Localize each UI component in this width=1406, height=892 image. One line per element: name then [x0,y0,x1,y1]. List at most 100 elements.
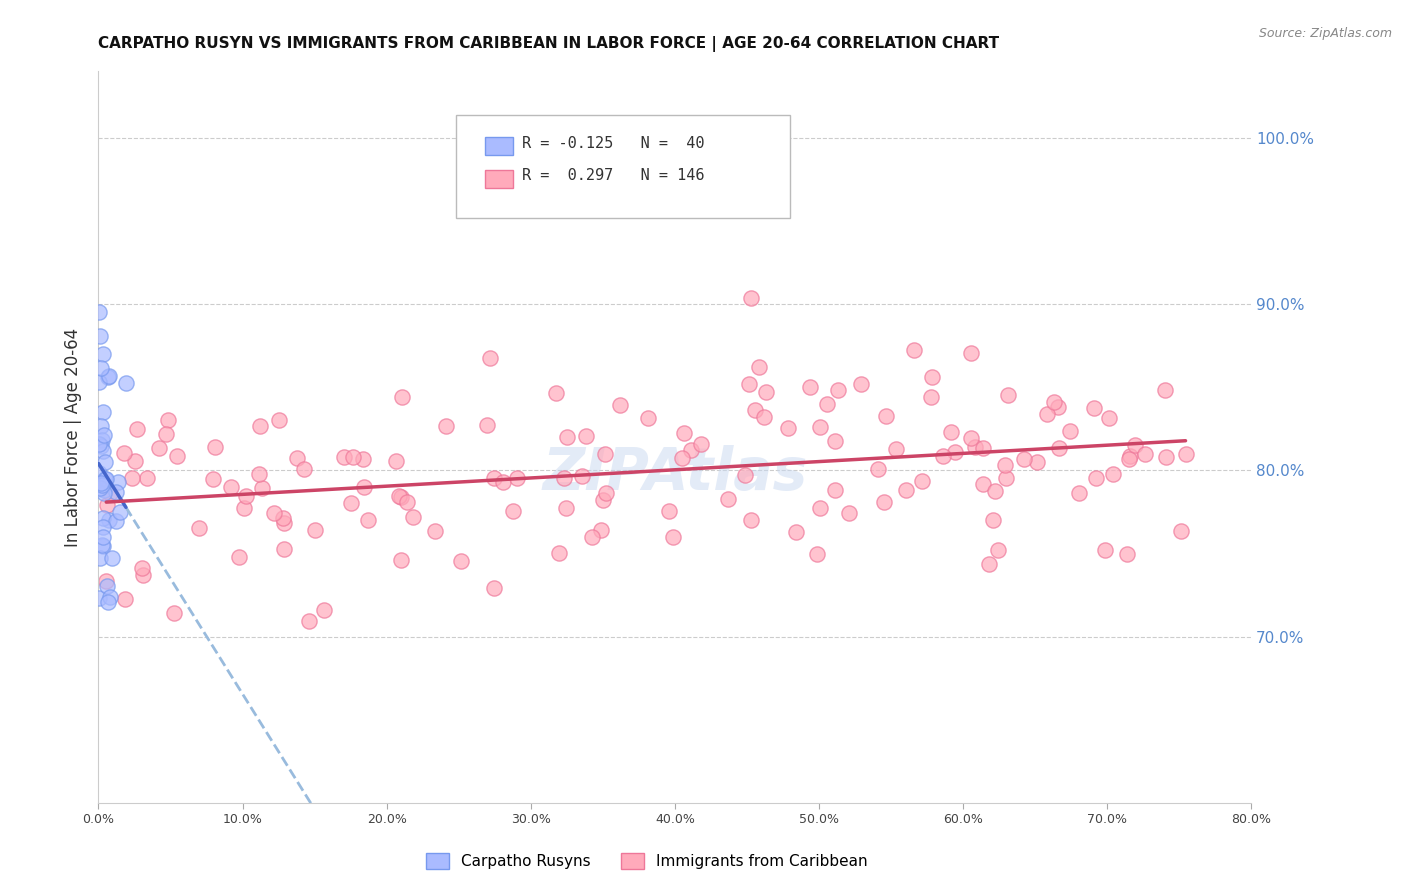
Point [1133,447,1156,461]
Point [235,489,257,503]
Point [132,567,155,582]
Point [595,486,617,500]
Point [785,525,807,540]
Point [249,419,271,434]
Point [717,492,740,507]
Point [100,550,122,565]
Point [1014,451,1036,466]
Point [875,409,897,424]
Point [90,537,112,551]
Point [89,481,111,495]
Point [304,523,326,537]
Point [977,557,1000,571]
Point [104,514,127,528]
Point [1047,441,1070,455]
Point [581,530,603,544]
Point [1046,400,1069,414]
Point [271,511,294,525]
Point [972,441,994,455]
Point [824,483,846,497]
Point [93,455,115,469]
Point [815,397,838,411]
Point [1119,449,1142,463]
Point [868,461,890,475]
Point [97,369,120,384]
Point [546,386,568,401]
Point [838,506,860,520]
Point [402,509,425,524]
Point [96,498,118,512]
Bar [485,170,513,188]
Y-axis label: In Labor Force | Age 20-64: In Labor Force | Age 20-64 [65,327,83,547]
Point [1153,383,1175,397]
Point [98,369,121,384]
Point [232,500,254,515]
Point [273,541,295,556]
Point [155,427,177,442]
Point [506,471,529,485]
Point [553,471,575,485]
Point [342,450,364,465]
Point [247,467,270,482]
Point [1094,543,1116,558]
Legend: Carpatho Rusyns, Immigrants from Caribbean: Carpatho Rusyns, Immigrants from Caribbe… [419,847,875,875]
Text: Source: ZipAtlas.com: Source: ZipAtlas.com [1258,27,1392,40]
Point [91,530,114,544]
Point [98,591,121,605]
Point [752,410,775,425]
Point [352,451,374,466]
Point [90,361,112,376]
Point [873,495,896,509]
Point [389,491,412,505]
Point [114,591,136,606]
Point [994,458,1017,472]
Point [157,413,180,427]
Point [478,351,501,365]
Point [96,472,118,486]
Point [555,430,578,444]
Point [671,450,693,465]
Point [357,513,380,527]
Point [115,376,138,390]
Point [997,388,1019,402]
Point [555,501,578,516]
Point [943,445,966,459]
Point [391,390,413,404]
Point [87,304,110,318]
Point [1102,467,1125,481]
Point [219,480,242,494]
Point [737,376,759,391]
Text: CARPATHO RUSYN VS IMMIGRANTS FROM CARIBBEAN IN LABOR FORCE | AGE 20-64 CORRELATI: CARPATHO RUSYN VS IMMIGRANTS FROM CARIBB… [98,36,1000,52]
Point [673,425,696,440]
Point [984,483,1007,498]
Point [972,476,994,491]
Point [425,524,447,538]
Point [96,579,118,593]
Point [681,443,703,458]
Point [93,428,115,442]
Point [808,501,831,516]
Point [263,507,285,521]
Point [482,471,505,485]
Point [163,606,186,620]
Point [108,506,131,520]
Point [920,390,942,404]
Point [96,574,118,588]
Point [314,602,336,616]
Point [89,328,111,343]
Point [1084,471,1107,485]
Point [93,405,115,419]
Point [921,370,943,384]
Point [93,510,115,524]
Point [1036,407,1059,421]
Point [89,551,111,566]
Point [395,495,418,509]
Point [385,453,408,467]
Point [93,483,115,498]
Point [1156,450,1178,464]
Text: R =  0.297   N = 146: R = 0.297 N = 146 [522,169,704,184]
Point [911,474,934,488]
Point [93,485,115,500]
Point [112,446,135,460]
Point [148,442,170,456]
